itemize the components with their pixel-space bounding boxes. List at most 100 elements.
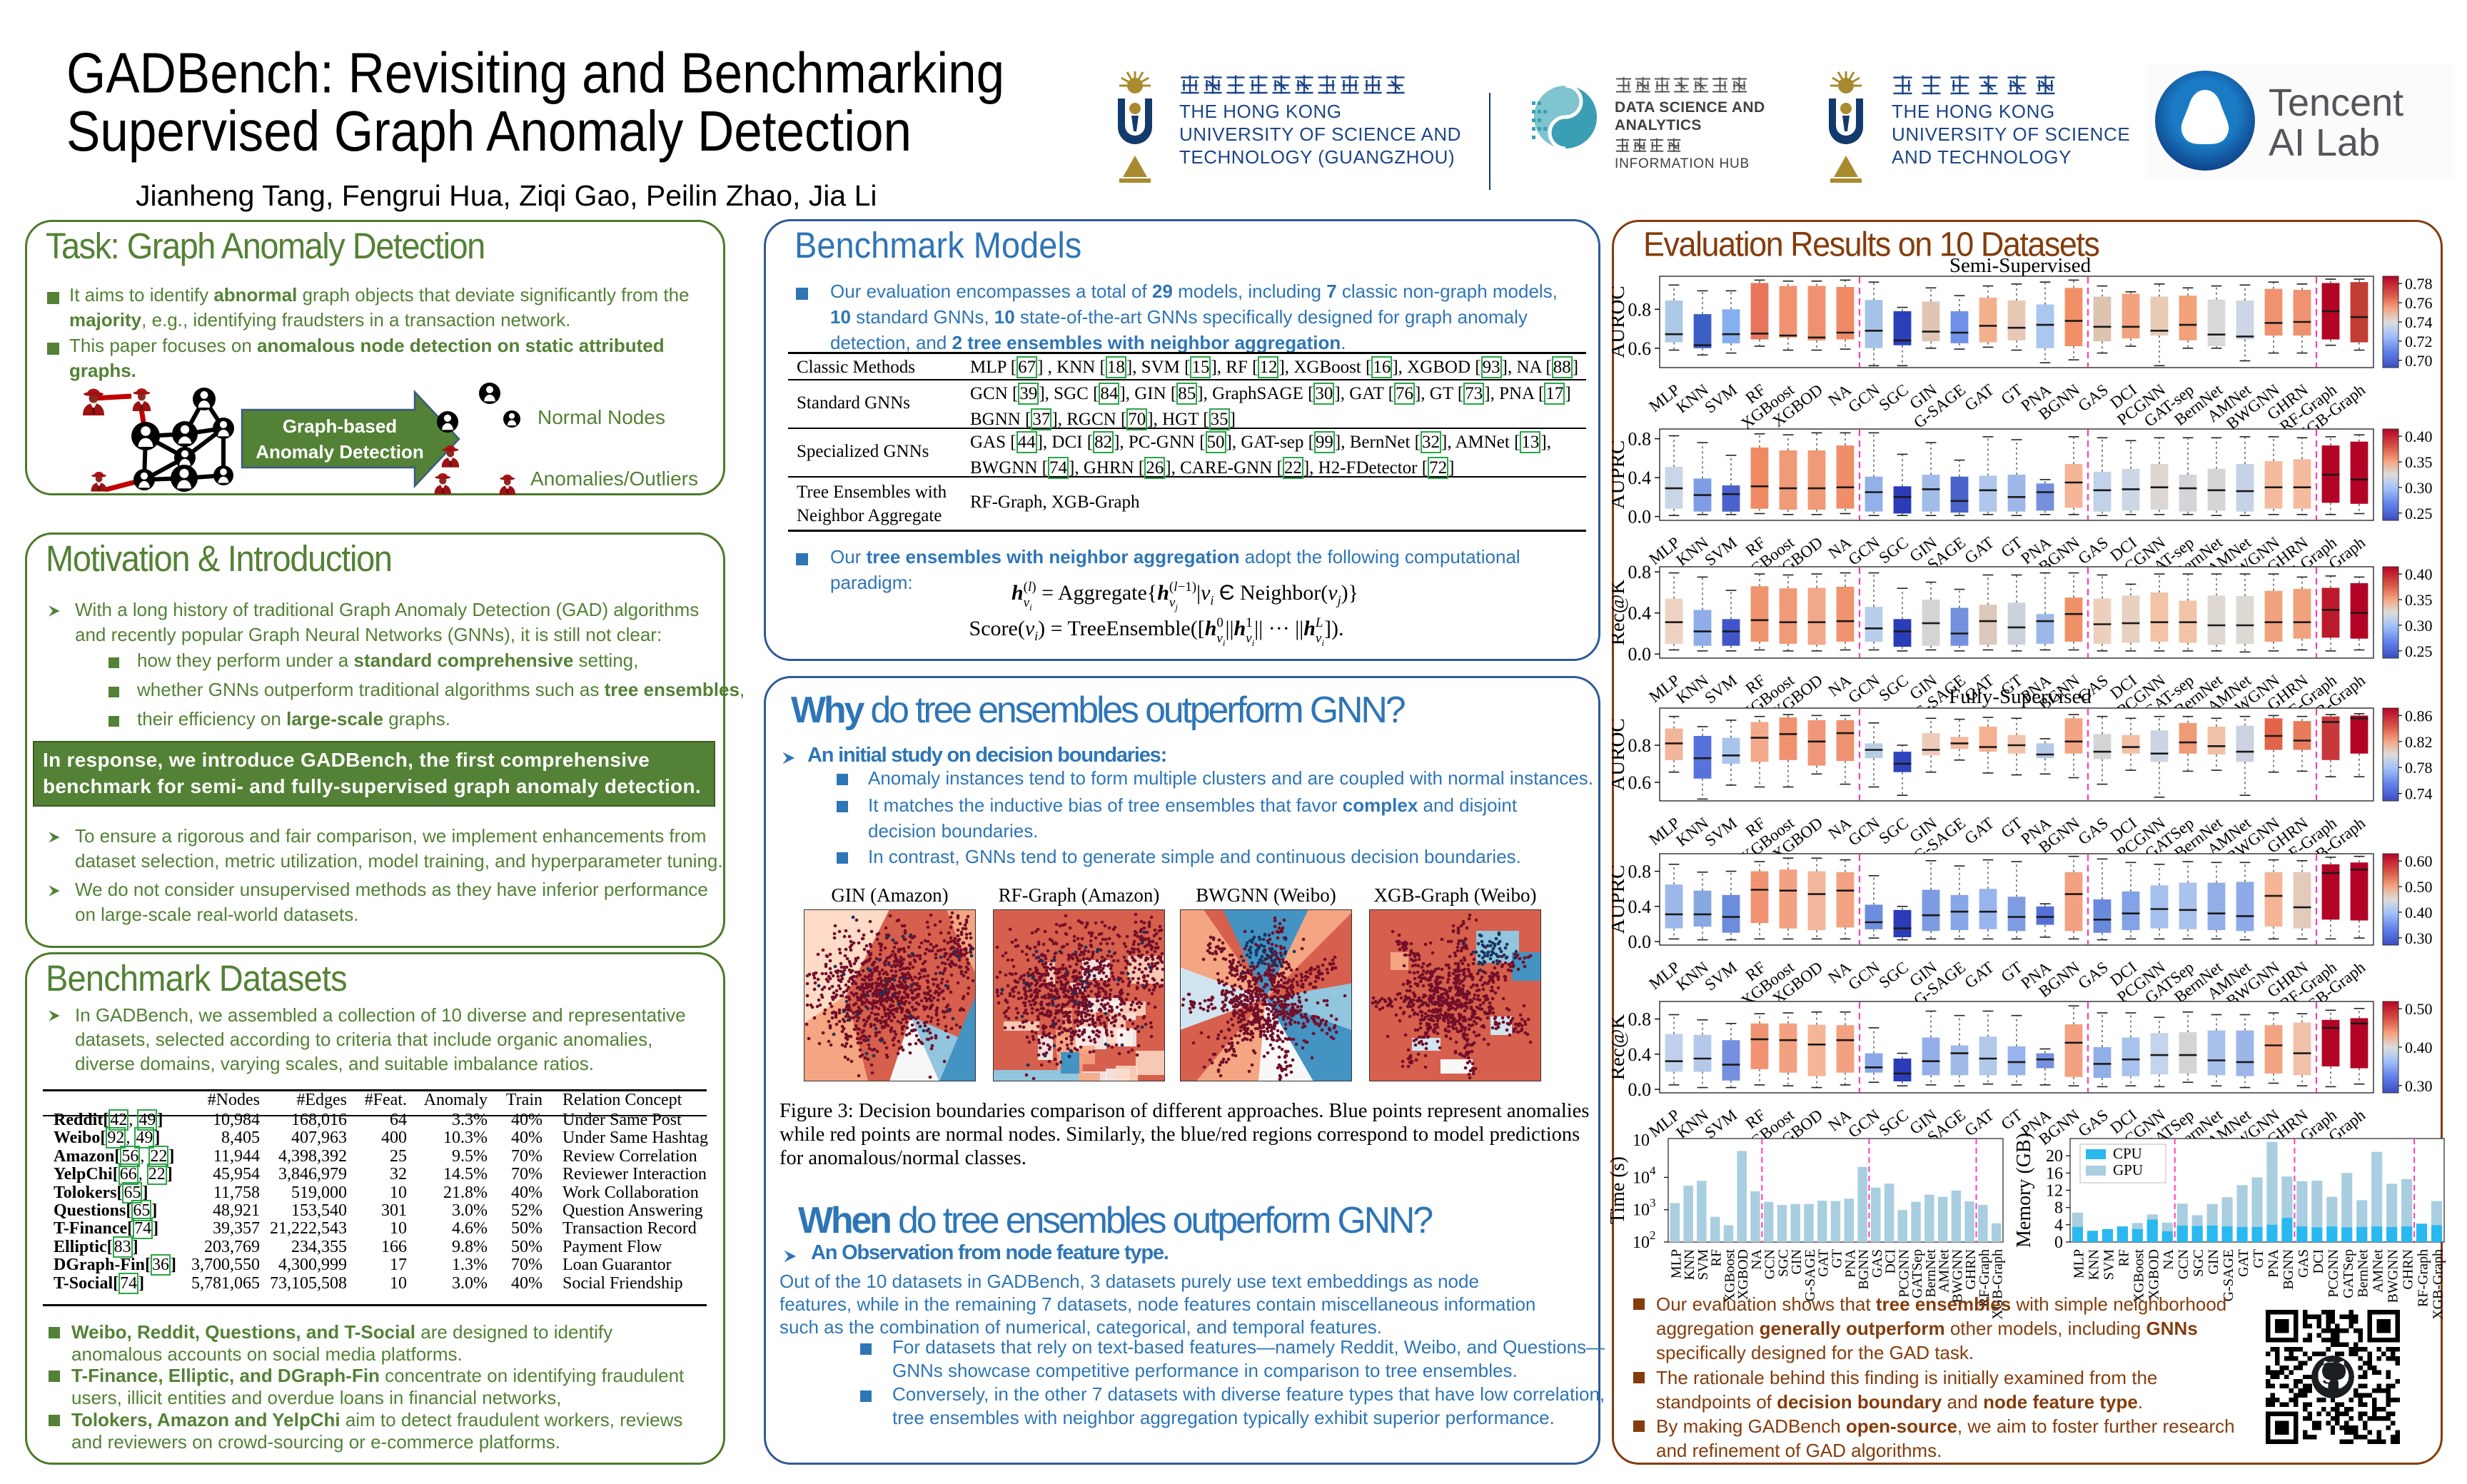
svg-text:0.0: 0.0 [1628, 1079, 1652, 1100]
svg-text:CPU: CPU [2113, 1145, 2142, 1162]
svg-text:SVM: SVM [1701, 380, 1740, 416]
svg-text:BWGNN: BWGNN [1949, 1249, 1965, 1303]
svg-text:XGBOD: XGBOD [2146, 1249, 2161, 1300]
svg-text:0.40: 0.40 [2405, 904, 2433, 922]
svg-text:RF: RF [2116, 1249, 2131, 1266]
svg-text:AMNet: AMNet [2371, 1249, 2386, 1293]
svg-text:GAT: GAT [2236, 1249, 2251, 1277]
svg-text:0.50: 0.50 [2405, 878, 2433, 896]
svg-text:GAS: GAS [2296, 1249, 2311, 1278]
svg-text:0.25: 0.25 [2405, 642, 2433, 660]
svg-text:BWGNN: BWGNN [2386, 1249, 2401, 1303]
svg-text:4: 4 [1650, 1164, 1656, 1177]
svg-text:BernNet: BernNet [2356, 1249, 2371, 1298]
svg-text:0.70: 0.70 [2405, 352, 2433, 370]
svg-text:RF-Graph: RF-Graph [2416, 1249, 2431, 1307]
svg-text:NA: NA [1749, 1248, 1765, 1269]
svg-text:PNA: PNA [1842, 1248, 1858, 1278]
svg-text:G-SAGE: G-SAGE [2221, 1249, 2236, 1301]
svg-text:XGB-Graph: XGB-Graph [1990, 1249, 2006, 1320]
svg-text:XGB-Graph: XGB-Graph [2431, 1249, 2446, 1320]
svg-text:0.8: 0.8 [1628, 299, 1652, 320]
svg-text:SGC: SGC [1776, 1249, 1792, 1277]
svg-text:XGBoost: XGBoost [2131, 1249, 2146, 1303]
svg-text:3: 3 [1650, 1196, 1656, 1210]
svg-text:XGBoost: XGBoost [1722, 1249, 1737, 1303]
svg-text:4: 4 [2054, 1216, 2063, 1235]
svg-text:DCI: DCI [2311, 1249, 2326, 1273]
svg-text:G-SAGE: G-SAGE [1802, 1249, 1818, 1301]
svg-text:0.0: 0.0 [1628, 644, 1652, 665]
svg-text:0.40: 0.40 [2405, 565, 2433, 583]
svg-text:GAS: GAS [1870, 1249, 1885, 1278]
svg-text:Rec@K: Rec@K [1612, 580, 1629, 646]
svg-text:GAT: GAT [1816, 1249, 1832, 1277]
svg-text:Anomalies/Outliers: Anomalies/Outliers [530, 468, 698, 490]
svg-text:2: 2 [1650, 1228, 1656, 1242]
svg-text:0.30: 0.30 [2405, 479, 2433, 497]
svg-text:0.30: 0.30 [2405, 617, 2433, 635]
svg-text:KNN: KNN [2086, 1249, 2102, 1280]
svg-text:0.78: 0.78 [2405, 275, 2433, 293]
svg-text:MLP: MLP [1668, 1249, 1684, 1278]
svg-text:GATSep: GATSep [1909, 1249, 1925, 1298]
svg-text:0.86: 0.86 [2405, 707, 2433, 725]
svg-text:0.78: 0.78 [2405, 759, 2433, 777]
svg-text:GAS: GAS [2074, 380, 2112, 415]
svg-text:0.60: 0.60 [2405, 852, 2433, 870]
svg-text:0.35: 0.35 [2405, 453, 2433, 471]
svg-text:0.4: 0.4 [1628, 1044, 1652, 1065]
svg-text:GIN: GIN [2206, 1249, 2221, 1275]
svg-text:SGC: SGC [1875, 380, 1912, 414]
svg-text:0.76: 0.76 [2405, 294, 2433, 312]
svg-text:0.4: 0.4 [1628, 468, 1652, 488]
svg-text:GT: GT [1830, 1249, 1845, 1268]
svg-text:Normal Nodes: Normal Nodes [538, 406, 665, 428]
svg-text:Anomaly Detection: Anomaly Detection [256, 441, 424, 463]
svg-text:Memory (GB): Memory (GB) [2013, 1133, 2035, 1248]
svg-text:AUPRC: AUPRC [1612, 440, 1629, 510]
svg-text:PCGNN: PCGNN [2326, 1249, 2341, 1298]
svg-text:RF: RF [1709, 1249, 1725, 1266]
svg-text:10: 10 [1633, 1168, 1650, 1187]
svg-text:PCGNN: PCGNN [1896, 1249, 1912, 1298]
svg-text:BGNN: BGNN [2281, 1249, 2296, 1290]
svg-text:GPU: GPU [2113, 1161, 2143, 1178]
svg-text:10: 10 [1633, 1131, 1650, 1150]
svg-text:GHRN: GHRN [1963, 1249, 1979, 1290]
svg-text:GT: GT [2251, 1249, 2266, 1268]
svg-text:8: 8 [2054, 1199, 2063, 1218]
svg-text:0.4: 0.4 [1628, 897, 1652, 917]
svg-text:0.8: 0.8 [1628, 562, 1652, 582]
svg-text:GCN: GCN [1762, 1249, 1778, 1279]
svg-text:AUROC: AUROC [1612, 286, 1629, 358]
svg-text:0.30: 0.30 [2405, 929, 2433, 947]
svg-text:BernNet: BernNet [1923, 1249, 1939, 1298]
svg-text:XGBOD: XGBOD [1735, 1249, 1751, 1300]
svg-text:0.74: 0.74 [2405, 785, 2433, 803]
svg-text:0.4: 0.4 [1628, 603, 1652, 624]
svg-text:MLP: MLP [2072, 1249, 2087, 1278]
svg-text:SGC: SGC [2191, 1249, 2206, 1277]
svg-text:AUPRC: AUPRC [1612, 865, 1629, 934]
svg-text:0.40: 0.40 [2405, 428, 2433, 445]
svg-text:AMNet: AMNet [1937, 1249, 1952, 1293]
svg-text:Time (s): Time (s) [1607, 1156, 1629, 1224]
svg-text:0.6: 0.6 [1628, 772, 1652, 793]
svg-text:SVM: SVM [1695, 1249, 1711, 1281]
svg-text:0.25: 0.25 [2405, 505, 2433, 523]
svg-text:10: 10 [1633, 1233, 1650, 1252]
svg-text:0.74: 0.74 [2405, 313, 2433, 331]
svg-text:AUROC: AUROC [1612, 718, 1629, 791]
svg-text:NA: NA [2161, 1248, 2176, 1269]
svg-text:Rec@K: Rec@K [1612, 1014, 1629, 1081]
svg-text:0.8: 0.8 [1628, 1009, 1652, 1030]
svg-text:0.50: 0.50 [2405, 1000, 2433, 1018]
svg-text:0.8: 0.8 [1628, 735, 1652, 756]
svg-text:GCN: GCN [2176, 1249, 2191, 1279]
svg-text:0.35: 0.35 [2405, 591, 2433, 609]
svg-text:0.0: 0.0 [1628, 507, 1652, 528]
svg-text:GHRN: GHRN [2401, 1249, 2416, 1290]
svg-text:0.8: 0.8 [1628, 862, 1652, 882]
svg-text:DCI: DCI [1883, 1249, 1899, 1273]
